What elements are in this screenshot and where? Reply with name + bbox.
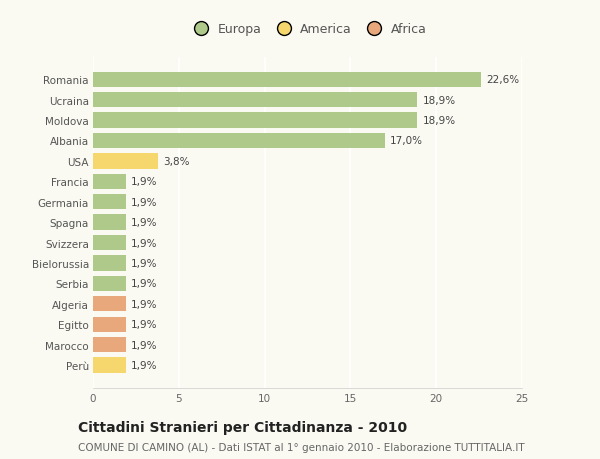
Bar — [93, 317, 125, 332]
Text: 1,9%: 1,9% — [131, 218, 157, 228]
Bar — [93, 113, 418, 129]
Bar — [93, 93, 418, 108]
Text: 22,6%: 22,6% — [486, 75, 519, 85]
Text: 17,0%: 17,0% — [390, 136, 423, 146]
Bar — [93, 358, 125, 373]
Bar — [93, 73, 481, 88]
Bar — [93, 154, 158, 169]
Text: 3,8%: 3,8% — [163, 157, 190, 167]
Text: 1,9%: 1,9% — [131, 279, 157, 289]
Bar — [93, 276, 125, 291]
Bar — [93, 256, 125, 271]
Legend: Europa, America, Africa: Europa, America, Africa — [186, 21, 429, 39]
Bar — [93, 195, 125, 210]
Text: COMUNE DI CAMINO (AL) - Dati ISTAT al 1° gennaio 2010 - Elaborazione TUTTITALIA.: COMUNE DI CAMINO (AL) - Dati ISTAT al 1°… — [78, 442, 524, 452]
Text: Cittadini Stranieri per Cittadinanza - 2010: Cittadini Stranieri per Cittadinanza - 2… — [78, 420, 407, 434]
Text: 18,9%: 18,9% — [422, 95, 455, 106]
Bar — [93, 134, 385, 149]
Text: 1,9%: 1,9% — [131, 340, 157, 350]
Bar — [93, 297, 125, 312]
Text: 1,9%: 1,9% — [131, 360, 157, 370]
Text: 1,9%: 1,9% — [131, 299, 157, 309]
Bar — [93, 337, 125, 353]
Bar — [93, 235, 125, 251]
Text: 1,9%: 1,9% — [131, 197, 157, 207]
Text: 18,9%: 18,9% — [422, 116, 455, 126]
Text: 1,9%: 1,9% — [131, 177, 157, 187]
Bar — [93, 215, 125, 230]
Text: 1,9%: 1,9% — [131, 319, 157, 330]
Text: 1,9%: 1,9% — [131, 238, 157, 248]
Text: 1,9%: 1,9% — [131, 258, 157, 269]
Bar — [93, 174, 125, 190]
